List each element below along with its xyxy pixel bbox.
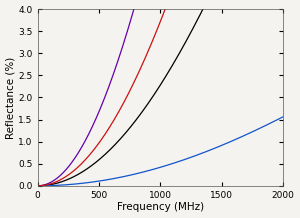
Y-axis label: Reflectance (%): Reflectance (%)	[6, 56, 16, 139]
X-axis label: Frequency (MHz): Frequency (MHz)	[117, 203, 204, 213]
